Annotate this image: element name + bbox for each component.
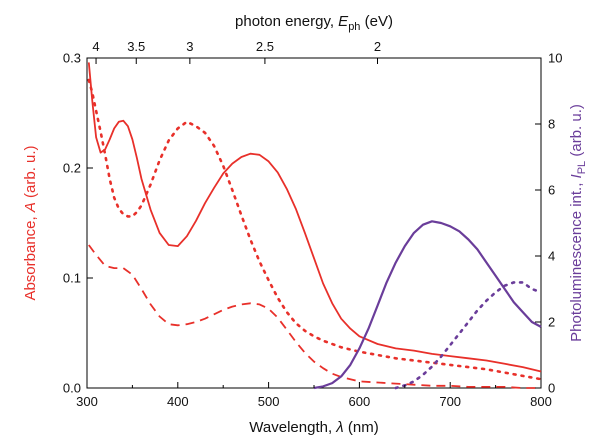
- x-tick-label: 400: [167, 394, 189, 409]
- right-tick-label: 8: [548, 117, 555, 132]
- y-axis-right: 0 2 4 6 8 10: [535, 51, 562, 396]
- right-tick-label: 10: [548, 51, 562, 66]
- top-tick-label: 3: [186, 39, 193, 54]
- top-tick-label: 2: [374, 39, 381, 54]
- x-tick-label: 800: [530, 394, 552, 409]
- x-tick-label: 300: [76, 394, 98, 409]
- x-axis-bottom: 300 400 500 600 700 800: [76, 382, 552, 409]
- right-tick-label: 2: [548, 315, 555, 330]
- y-axis-left: 0.0 0.1 0.2 0.3: [63, 51, 93, 396]
- series-absorbance-dotted-line: [87, 78, 543, 381]
- series-pl-solid-line: [313, 220, 542, 390]
- top-axis-title: photon energy, Eph (eV): [235, 13, 393, 33]
- left-tick-label: 0.3: [63, 51, 81, 66]
- left-tick-label: 0.0: [63, 381, 81, 396]
- right-tick-label: 4: [548, 249, 555, 264]
- top-tick-label: 2.5: [256, 39, 274, 54]
- series-absorbance-solid-line: [87, 62, 542, 373]
- x-axis-top: 4 3.5 3 2.5 2: [92, 39, 381, 64]
- right-axis-title: Photoluminescence int., IPL (arb. u.): [568, 104, 588, 342]
- left-tick-label: 0.2: [63, 161, 81, 176]
- series-pl-dotted-line: [394, 281, 543, 390]
- right-tick-label: 0: [548, 381, 555, 396]
- x-axis-title: Wavelength, λ (nm): [249, 419, 378, 436]
- top-tick-label: 4: [92, 39, 99, 54]
- x-tick-label: 700: [439, 394, 461, 409]
- left-tick-label: 0.1: [63, 271, 81, 286]
- x-tick-label: 500: [258, 394, 280, 409]
- left-axis-title: Absorbance, A (arb. u.): [22, 145, 39, 300]
- series-layer: [87, 62, 543, 390]
- series-absorbance-dashed-line: [88, 244, 541, 389]
- top-tick-label: 3.5: [127, 39, 145, 54]
- x-tick-label: 600: [349, 394, 371, 409]
- right-tick-label: 6: [548, 183, 555, 198]
